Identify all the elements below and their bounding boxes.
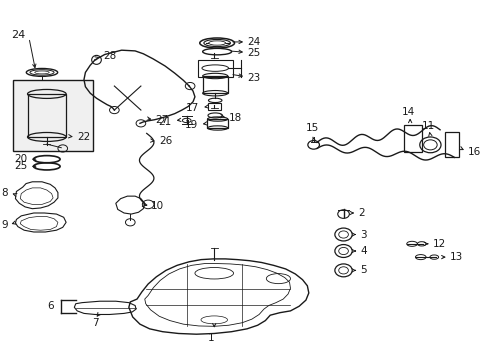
Text: 18: 18 [228, 113, 242, 123]
Bar [444, 132, 458, 157]
Text: 8: 8 [1, 188, 8, 198]
Text: 26: 26 [159, 136, 172, 146]
Text: 9: 9 [1, 220, 8, 230]
Text: 27: 27 [155, 115, 168, 125]
Text: 21: 21 [158, 117, 171, 127]
Text: 23: 23 [246, 73, 260, 83]
Text: 10: 10 [150, 201, 163, 211]
Text: 12: 12 [432, 239, 445, 249]
Text: 20: 20 [14, 154, 27, 164]
Text: 24: 24 [11, 30, 25, 40]
Text: 7: 7 [92, 318, 99, 328]
Bar [208, 103, 220, 110]
Text: 22: 22 [77, 132, 90, 142]
Text: 13: 13 [449, 252, 462, 262]
Text: 1: 1 [207, 333, 214, 343]
Text: 6: 6 [47, 301, 54, 311]
Text: 25: 25 [14, 161, 27, 171]
Text: 15: 15 [305, 123, 318, 133]
Bar [202, 76, 227, 93]
Text: 19: 19 [184, 121, 198, 130]
Text: 3: 3 [359, 230, 366, 239]
Bar [207, 119, 227, 128]
Text: 5: 5 [359, 265, 366, 275]
Text: 28: 28 [103, 51, 116, 61]
Bar [198, 59, 232, 77]
Bar [13, 80, 92, 151]
Bar [27, 94, 66, 137]
Text: 24: 24 [246, 37, 260, 47]
Text: 2: 2 [357, 208, 364, 218]
Text: 11: 11 [421, 121, 434, 131]
Text: 14: 14 [401, 107, 414, 117]
Text: 17: 17 [185, 103, 199, 113]
Bar [403, 125, 421, 152]
Text: 4: 4 [359, 246, 366, 256]
Text: 16: 16 [467, 147, 480, 157]
Text: 25: 25 [246, 48, 260, 58]
